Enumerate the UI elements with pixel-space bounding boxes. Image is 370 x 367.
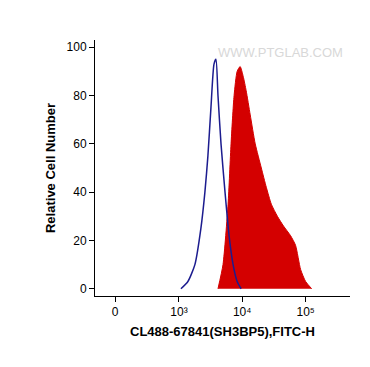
- svg-text:20: 20: [73, 234, 87, 248]
- svg-text:100: 100: [67, 40, 87, 54]
- svg-text:10⁴: 10⁴: [233, 305, 252, 319]
- svg-text:Relative Cell Number: Relative Cell Number: [43, 103, 58, 233]
- svg-text:0: 0: [80, 282, 87, 296]
- svg-text:40: 40: [73, 185, 87, 199]
- svg-text:80: 80: [73, 89, 87, 103]
- svg-text:60: 60: [73, 137, 87, 151]
- svg-text:0: 0: [112, 305, 119, 319]
- svg-text:WWW.PTGLAB.COM: WWW.PTGLAB.COM: [218, 45, 343, 60]
- svg-text:10⁵: 10⁵: [296, 305, 314, 319]
- svg-text:10³: 10³: [170, 305, 187, 319]
- svg-text:CL488-67841(SH3BP5),FITC-H: CL488-67841(SH3BP5),FITC-H: [130, 324, 315, 339]
